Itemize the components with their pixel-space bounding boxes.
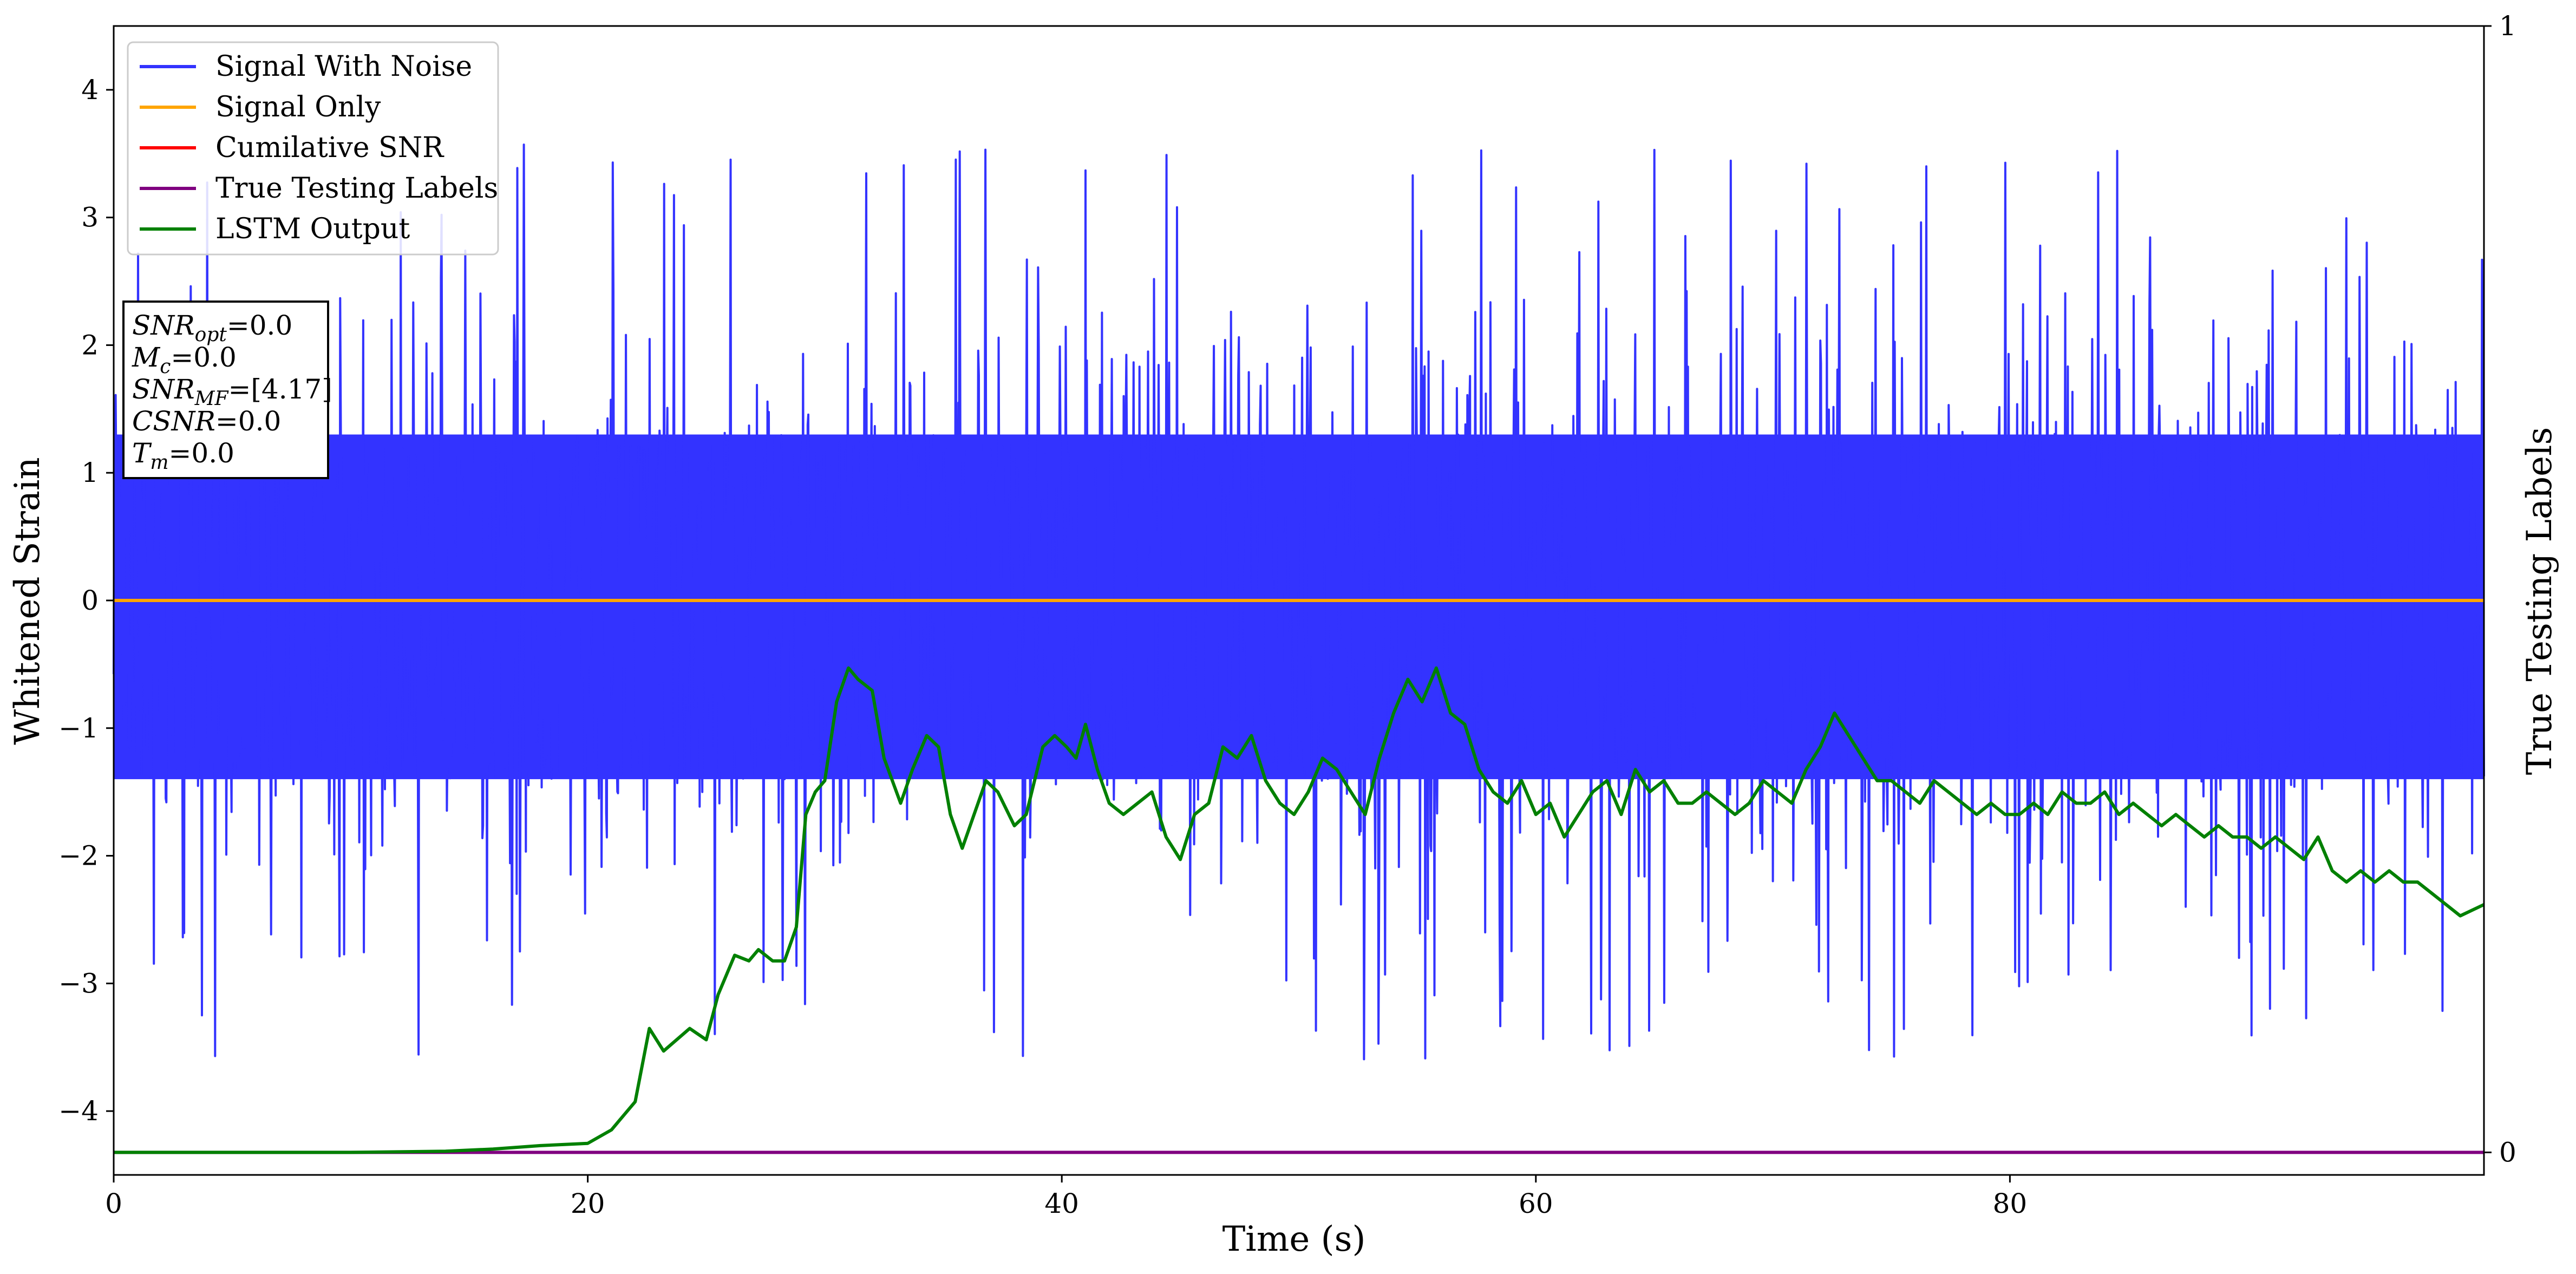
annotation-line: CSNR=0.0 xyxy=(132,406,281,437)
legend-label-signal-with-noise: Signal With Noise xyxy=(215,50,472,83)
x-tick-label: 0 xyxy=(105,1188,122,1219)
x-tick-label: 20 xyxy=(571,1188,605,1219)
y-tick-label: −1 xyxy=(58,713,99,744)
y2-tick-label: 1 xyxy=(2499,10,2516,42)
legend: Signal With Noise Signal Only Cumilative S… xyxy=(127,41,499,256)
y-axis-label: Whitened Strain xyxy=(8,457,48,744)
signal-with-noise-series xyxy=(113,143,2485,1061)
x-tick-label: 60 xyxy=(1519,1188,1553,1219)
annotation-line: SNRMF=[4.17] xyxy=(132,374,332,410)
y2-axis-label: True Testing Labels xyxy=(2520,427,2560,775)
y-tick-label: 3 xyxy=(81,202,99,233)
noise-trace xyxy=(113,143,2485,1061)
annotation-box-frame xyxy=(122,300,329,479)
y2-tick-label: 0 xyxy=(2499,1136,2516,1168)
y-tick-label: 2 xyxy=(81,329,99,361)
x-tick-label: 80 xyxy=(1993,1188,2028,1219)
x-tick-label: 40 xyxy=(1044,1188,1079,1219)
legend-label-true-testing-labels: True Testing Labels xyxy=(215,172,498,205)
y-tick-label: −2 xyxy=(58,840,99,872)
line-series-layer xyxy=(114,599,2485,1154)
annotation-line: Mc=0.0 xyxy=(132,342,237,378)
legend-label-signal-only: Signal Only xyxy=(215,91,381,123)
y-axis-left: −4 −3 −2 −1 0 1 2 3 4 xyxy=(58,74,114,1127)
x-axis: 0 20 40 60 80 xyxy=(105,1175,2027,1219)
y-tick-label: 1 xyxy=(81,457,99,488)
y-axis-right: 01 xyxy=(2484,10,2516,1168)
y-tick-label: 4 xyxy=(81,74,99,106)
annotation-line: Tm=0.0 xyxy=(132,437,234,474)
legend-box xyxy=(127,41,499,256)
legend-label-cumilative-snr: Cumilative SNR xyxy=(215,132,444,164)
annotation-line: SNRopt=0.0 xyxy=(132,310,292,346)
legend-label-lstm-output: LSTM Output xyxy=(215,213,410,245)
x-axis-label: Time (s) xyxy=(1222,1219,1366,1259)
lstm-output-line xyxy=(114,666,2485,1154)
y-tick-label: 0 xyxy=(81,585,99,616)
annotation-box: SNRopt=0.0Mc=0.0SNRMF=[4.17]CSNR=0.0Tm=0… xyxy=(122,300,332,479)
y-tick-label: −3 xyxy=(58,968,99,999)
y-tick-label: −4 xyxy=(58,1095,99,1127)
